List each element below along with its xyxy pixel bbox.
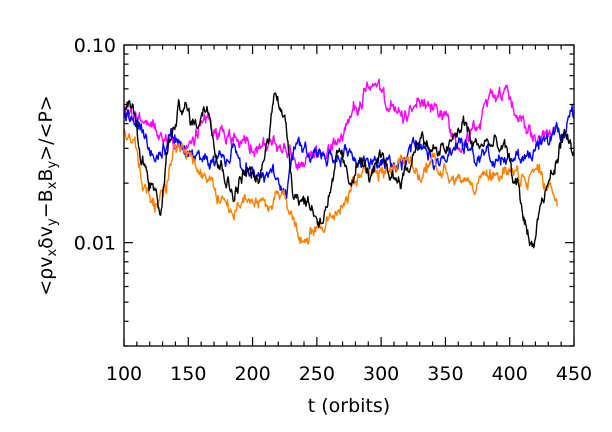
series-layer — [123, 78, 575, 249]
x-tick-label: 300 — [363, 363, 399, 385]
y-axis-title-part: δv — [35, 226, 57, 249]
x-tick-label: 200 — [234, 363, 270, 385]
y-axis-title-part: x — [45, 181, 60, 189]
y-axis-title-part: ρv — [35, 257, 57, 280]
y-axis-title-part: B — [35, 169, 57, 182]
x-tick-label: 150 — [170, 363, 206, 385]
x-tick-label: 450 — [556, 363, 592, 385]
series-line-4 — [123, 92, 575, 249]
y-axis-title-part: y — [45, 218, 60, 226]
y-axis-title: <ρvxδvy−BxBy>/<P> — [35, 95, 60, 296]
ticks-layer — [123, 44, 575, 347]
labels-layer: 100 150 200 250 300 350 400 450 0.01 0.10 — [74, 35, 592, 385]
x-axis-title: t (orbits) — [308, 395, 390, 417]
y-axis-title-part: >/<P> — [35, 95, 57, 161]
y-axis-title-part: −B — [35, 189, 57, 218]
series-line-2 — [123, 104, 575, 199]
y-tick-label: 0.10 — [74, 35, 116, 57]
y-axis-title-part: x — [45, 249, 60, 257]
x-tick-label: 100 — [106, 363, 142, 385]
x-tick-label: 350 — [427, 363, 463, 385]
y-tick-label: 0.01 — [74, 233, 116, 255]
y-axis-title-part: < — [35, 280, 57, 296]
series-line-1 — [123, 78, 556, 171]
x-tick-label: 400 — [492, 363, 528, 385]
series-line-3 — [123, 129, 558, 245]
y-axis-title-part: y — [45, 161, 60, 169]
plot-frame — [123, 44, 575, 347]
x-tick-label: 250 — [299, 363, 335, 385]
